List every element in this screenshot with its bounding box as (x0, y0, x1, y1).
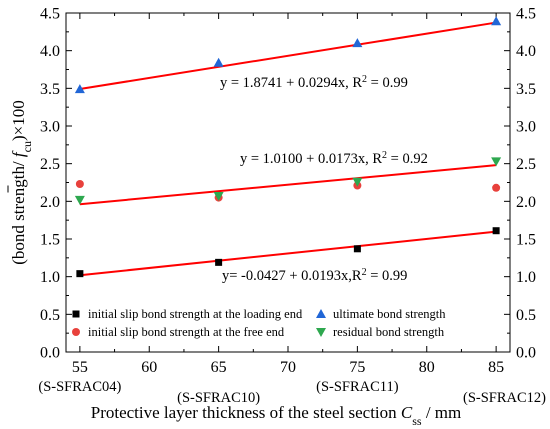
x-tick-label: 80 (419, 359, 435, 376)
y-tick-label-right: 2.0 (516, 194, 536, 211)
legend-label: residual bond strength (333, 325, 445, 339)
data-point-square (76, 270, 84, 278)
x-tick-label: 85 (488, 359, 504, 376)
annotations: Protective layer thickness of the steel … (7, 74, 462, 428)
legend: initial slip bond strength at the loadin… (72, 307, 446, 339)
x-sublabel: (S-SFRAC04) (38, 379, 121, 395)
x-tick-label: 75 (349, 359, 365, 376)
x-sublabel: (S-SFRAC11) (316, 379, 399, 395)
legend-marker (316, 328, 326, 337)
fit-line (79, 21, 497, 90)
legend-marker (316, 309, 326, 318)
y-tick-label-right: 2.5 (516, 156, 536, 173)
y-tick-label-right: 0.0 (516, 345, 536, 362)
x-tick-label: 55 (72, 359, 88, 376)
x-tick-label: 60 (141, 359, 157, 376)
data-point-triangle-up (213, 57, 224, 67)
y-tick-label-right: 1.5 (516, 232, 536, 249)
y-tick-label-left: 4.5 (40, 6, 60, 23)
data-points (74, 16, 502, 278)
x-sublabel: (S-SFRAC10) (177, 390, 260, 406)
y-axis-title: (bond strength/ fcu)×100 (9, 100, 34, 264)
fit-equation-label: y = 1.8741 + 0.0294x, R2 = 0.99 (220, 74, 408, 92)
y-tick-label-left: 0.5 (40, 307, 60, 324)
y-tick-label-left: 4.0 (40, 43, 60, 60)
x-axis-title: Protective layer thickness of the steel … (91, 403, 462, 428)
data-point-circle (75, 180, 84, 189)
legend-marker (72, 310, 80, 318)
data-point-triangle-down (352, 177, 363, 187)
y-tick-label-right: 3.5 (516, 81, 536, 98)
legend-marker (72, 328, 80, 336)
plot-frame (65, 12, 511, 353)
y-tick-label-right: 4.0 (516, 43, 536, 60)
data-point-circle (492, 183, 501, 192)
data-point-triangle-up (491, 16, 502, 26)
y-tick-label-left: 3.5 (40, 81, 60, 98)
data-point-triangle-down (491, 157, 502, 167)
data-point-square (215, 258, 223, 266)
y-tick-label-right: 0.5 (516, 307, 536, 324)
x-sublabel: (S-SFRAC12) (463, 390, 546, 406)
data-point-triangle-up (74, 84, 85, 94)
x-tick-label: 70 (280, 359, 296, 376)
axes (65, 12, 511, 353)
x-tick-label: 65 (211, 359, 227, 376)
y-tick-label-right: 3.0 (516, 119, 536, 136)
y-tick-label-right: 1.0 (516, 269, 536, 286)
y-tick-label-left: 3.0 (40, 119, 60, 136)
y-tick-label-left: 1.5 (40, 232, 60, 249)
data-point-triangle-down (74, 195, 85, 205)
fit-lines (79, 21, 497, 277)
data-point-triangle-up (352, 38, 363, 48)
fit-line (79, 164, 497, 206)
fit-equation-label: y= -0.0427 + 0.0193x,R2 = 0.99 (222, 267, 407, 285)
ticks: 0.0 0.0 0.5 0.5 1.0 1.0 1.5 1.5 2.0 2.0 2.5 2.5 3.0 3… (38, 6, 546, 407)
legend-label: initial slip bond strength at the loadin… (88, 307, 303, 321)
y-tick-label-left: 2.0 (40, 194, 60, 211)
fit-equation-label: y = 1.0100 + 0.0173x, R2 = 0.92 (240, 150, 428, 168)
y-tick-label-right: 4.5 (516, 6, 536, 23)
fit-line (79, 230, 497, 277)
legend-label: initial slip bond strength at the free e… (88, 325, 285, 339)
legend-label: ultimate bond strength (333, 307, 446, 321)
data-point-square (353, 245, 361, 253)
y-tick-label-left: 1.0 (40, 269, 60, 286)
data-point-square (492, 227, 500, 235)
y-tick-label-left: 0.0 (40, 345, 60, 362)
y-tick-label-left: 2.5 (40, 156, 60, 173)
data-point-triangle-down (213, 192, 224, 202)
